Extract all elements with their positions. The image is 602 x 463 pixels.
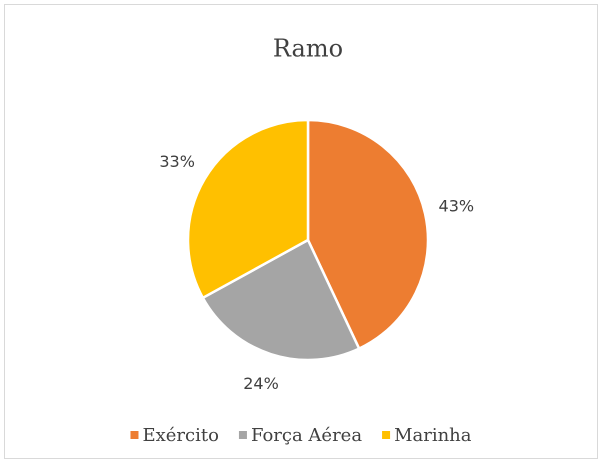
legend-marker [130,431,139,439]
legend-label: Força Aérea [251,425,362,446]
chart-title: Ramo [273,35,343,63]
legend-marker [238,431,247,439]
legend-marker [382,431,391,439]
data-label: 43% [439,196,475,215]
data-label: 33% [159,152,195,171]
legend-label: Exército [142,425,218,446]
pie-slice [306,118,430,351]
legend-label: Marinha [394,425,472,446]
data-label: 24% [243,374,279,393]
pie-slice [186,118,310,300]
pie-slice [201,238,361,362]
